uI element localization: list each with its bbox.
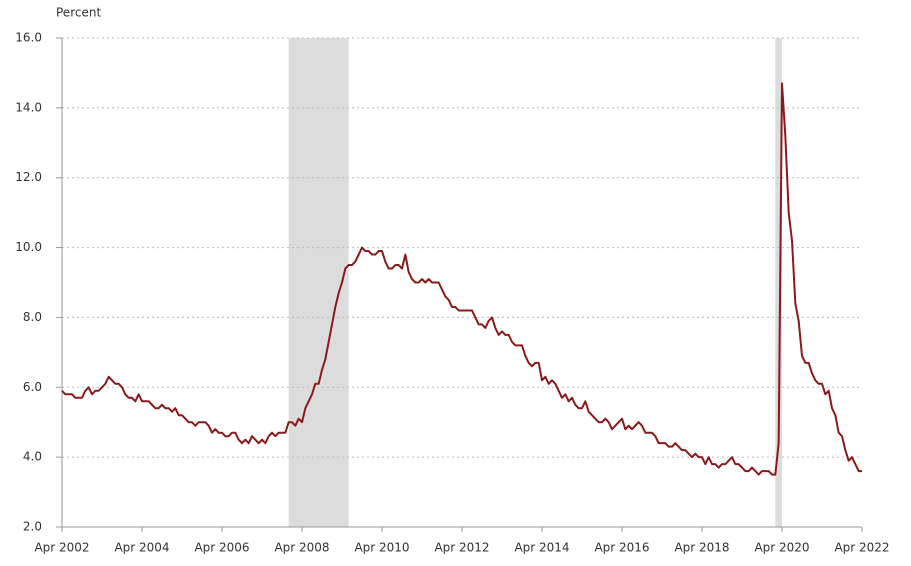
y-tick-label: 2.0 [23,520,42,534]
x-tick-label: Apr 2004 [114,541,169,555]
x-tick-label: Apr 2006 [194,541,249,555]
y-tick-label: 16.0 [15,31,42,45]
x-tick-label: Apr 2012 [434,541,489,555]
line-series [61,82,862,476]
y-axis-label: Percent [56,6,101,20]
x-tick-label: Apr 2022 [834,541,889,555]
x-tick-label: Apr 2014 [514,541,569,555]
y-tick-label: 10.0 [15,240,42,254]
y-tick-label: 6.0 [23,380,42,394]
recession-band [288,38,349,527]
y-tick-label: 4.0 [23,450,42,464]
x-tick-label: Apr 2002 [34,541,89,555]
y-tick-label: 12.0 [15,170,42,184]
recession-band [775,38,782,527]
x-tick-label: Apr 2018 [674,541,729,555]
x-tick-label: Apr 2016 [594,541,649,555]
y-tick-label: 14.0 [15,100,42,114]
x-tick-label: Apr 2020 [754,541,809,555]
y-tick-label: 8.0 [23,310,42,324]
x-tick-label: Apr 2008 [274,541,329,555]
x-tick-label: Apr 2010 [354,541,409,555]
